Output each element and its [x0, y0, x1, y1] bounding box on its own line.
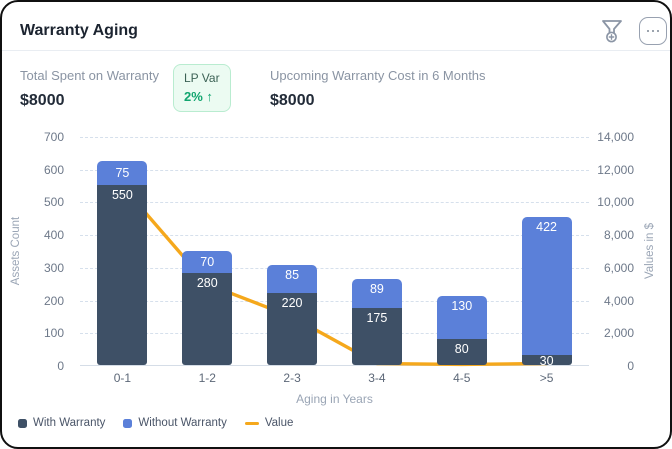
x-axis-tick: 4-5	[453, 371, 471, 385]
legend-label: Without Warranty	[138, 417, 227, 429]
bar-group-2-3[interactable]: 220 85	[267, 265, 318, 365]
bar-value-label: 422	[536, 220, 557, 235]
bar-segment-with-warranty: 80	[436, 338, 487, 365]
bar-value-label: 220	[281, 296, 303, 311]
y-axis-tick-right: 0	[627, 359, 634, 373]
arrow-up-icon: ↑	[206, 89, 213, 104]
gridline	[80, 235, 589, 237]
x-axis-title: Aging in Years	[296, 392, 373, 406]
y-axis-title-right: Values in $	[644, 222, 656, 280]
value-line	[120, 184, 549, 367]
y-axis-tick-left: 700	[43, 130, 64, 144]
bar-value-label: 70	[200, 254, 215, 269]
upcoming-cost-label: Upcoming Warranty Cost in 6 Months	[270, 68, 486, 83]
y-axis-left: 0 100 200 300 400 500 600 700	[18, 130, 64, 373]
bar-group--5[interactable]: 30 422	[521, 217, 572, 369]
bar-group-4-5[interactable]: 80 130	[436, 296, 487, 365]
y-axis-tick-left: 300	[43, 260, 64, 275]
lp-var-badge: LP Var 2% ↑	[173, 64, 231, 112]
y-axis-tick-right: 4,000	[603, 293, 634, 308]
x-axis-tick: 1-2	[198, 371, 216, 385]
y-axis-tick-left: 100	[43, 326, 64, 341]
square-marker-icon	[123, 418, 133, 428]
bar-segment-with-warranty: 30	[521, 354, 572, 369]
bar-value-label: 80	[454, 341, 469, 356]
legend-item-with-warranty[interactable]: With Warranty	[18, 417, 105, 429]
bar-value-label: 75	[115, 165, 130, 180]
legend-item-without-warranty[interactable]: Without Warranty	[123, 417, 227, 429]
gridline	[80, 333, 589, 335]
x-axis-tick: 3-4	[368, 371, 386, 385]
legend-label: Value	[264, 417, 294, 429]
bar-group-3-4[interactable]: 175 89	[351, 278, 402, 365]
x-axis-tick: >5	[539, 371, 554, 385]
gridline	[80, 137, 589, 138]
bar-value-label: 130	[451, 299, 473, 314]
header-divider	[2, 50, 670, 51]
filter-add-button[interactable]	[598, 17, 628, 45]
y-axis-tick-right: 12,000	[597, 162, 634, 177]
funnel-plus-icon	[602, 20, 622, 43]
x-axis-tick: 2-3	[283, 371, 301, 385]
y-axis-tick-right: 10,000	[597, 195, 634, 210]
y-axis-tick-right: 6,000	[603, 260, 634, 275]
y-axis-tick-left: 400	[43, 228, 64, 243]
bar-value-label: 175	[366, 310, 388, 325]
bar-segment-without-warranty: 422	[521, 217, 572, 356]
bar-segment-without-warranty: 70	[182, 250, 233, 274]
legend-label: With Warranty	[33, 417, 106, 429]
square-marker-icon	[18, 418, 27, 428]
line-marker-icon	[244, 421, 259, 425]
lp-var-label: LP Var	[184, 71, 220, 85]
bar-value-label: 280	[196, 276, 218, 291]
total-spent-value: $8000	[20, 92, 65, 109]
bar-segment-with-warranty: 280	[182, 273, 233, 365]
plot-area: 550 75 280 70 220 85 175 89 80 130 30 422	[80, 137, 589, 369]
bar-segment-with-warranty: 220	[267, 293, 318, 365]
lp-var-value: 2% ↑	[184, 89, 213, 104]
y-axis-right: 0 2,000 4,000 6,000 8,000 10,000 12,000 14,000	[596, 130, 634, 373]
bar-segment-without-warranty: 85	[267, 265, 318, 294]
bar-value-label: 89	[369, 281, 384, 296]
bar-segment-with-warranty: 550	[97, 185, 148, 365]
legend-item-value[interactable]: Value	[244, 417, 294, 429]
gridline	[80, 300, 589, 302]
bar-segment-without-warranty: 130	[436, 296, 487, 339]
bar-value-label: 30	[539, 354, 554, 369]
gridline	[80, 169, 589, 171]
y-axis-tick-left: 200	[43, 293, 64, 308]
ellipsis-icon	[656, 29, 660, 33]
ellipsis-icon	[646, 29, 650, 33]
upcoming-cost-value: $8000	[270, 92, 315, 109]
ellipsis-icon	[651, 29, 655, 33]
x-axis-tick: 0-1	[113, 371, 132, 385]
y-axis-tick-right: 2,000	[603, 326, 634, 341]
y-axis-tick-left: 0	[57, 359, 64, 373]
y-axis-tick-left: 600	[43, 162, 64, 177]
bar-segment-with-warranty: 175	[351, 307, 402, 365]
bar-value-label: 85	[285, 268, 300, 283]
chart-legend: With Warranty Without Warranty Value	[18, 417, 293, 429]
gridline	[80, 267, 589, 269]
bar-group-0-1[interactable]: 550 75	[97, 160, 148, 365]
y-axis-tick-right: 14,000	[597, 130, 634, 144]
bar-value-label: 550	[111, 188, 133, 203]
y-axis-tick-left: 500	[43, 195, 64, 210]
page-title: Warranty Aging	[20, 22, 138, 39]
total-spent-label: Total Spent on Warranty	[20, 68, 159, 83]
bar-segment-without-warranty: 89	[351, 278, 402, 308]
bar-group-1-2[interactable]: 280 70	[182, 250, 233, 365]
gridline	[80, 202, 589, 204]
y-axis-tick-right: 8,000	[603, 228, 634, 243]
more-options-button[interactable]	[639, 17, 667, 45]
bar-segment-without-warranty: 75	[97, 160, 148, 186]
